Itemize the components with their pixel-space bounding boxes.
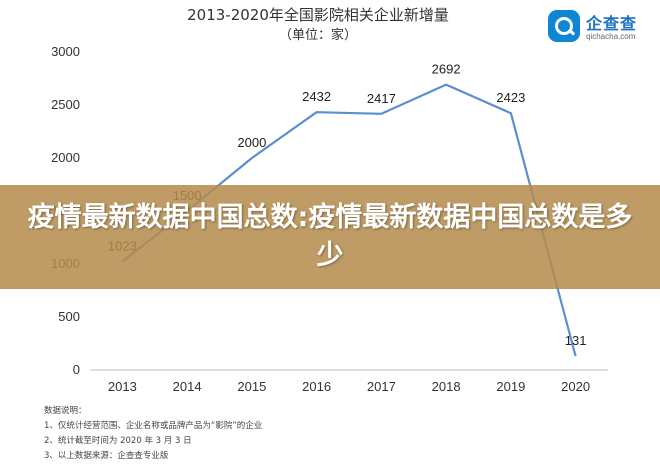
logo-name: 企查查 <box>586 14 638 33</box>
data-label: 2423 <box>496 90 525 105</box>
logo-url: qichacha.com <box>586 32 636 41</box>
headline-text: 疫情最新数据中国总数:疫情最新数据中国总数是多少 <box>27 202 633 271</box>
x-tick-label: 2019 <box>496 379 525 394</box>
data-notes: 数据说明： 1、仅统计经营范围、企业名称或品牌产品为“影院”的企业 2、统计截至… <box>44 404 262 464</box>
x-tick-label: 2018 <box>432 379 461 394</box>
note-item: 1、仅统计经营范围、企业名称或品牌产品为“影院”的企业 <box>44 421 263 431</box>
chart-subtitle: （单位：家） <box>279 27 357 43</box>
x-tick-label: 2015 <box>237 379 266 394</box>
data-label: 2432 <box>302 89 331 104</box>
note-item: 2、统计截至时间为 2020 年 3 月 3 日 <box>44 436 192 446</box>
y-tick-label: 500 <box>58 309 80 324</box>
y-tick-label: 2500 <box>51 97 80 112</box>
notes-heading: 数据说明： <box>44 406 87 416</box>
y-tick-label: 0 <box>73 362 80 377</box>
qichacha-logo: 企查查 qichacha.com <box>548 8 652 46</box>
magnifier-icon <box>548 10 580 42</box>
data-label: 2000 <box>237 135 266 150</box>
y-tick-label: 3000 <box>51 44 80 59</box>
data-label: 131 <box>565 333 587 348</box>
data-label: 2692 <box>432 62 461 77</box>
x-tick-label: 2016 <box>302 379 331 394</box>
headline-banner: 疫情最新数据中国总数:疫情最新数据中国总数是多少 <box>0 185 660 289</box>
x-tick-label: 2014 <box>173 379 202 394</box>
y-tick-label: 2000 <box>51 150 80 165</box>
x-tick-label: 2013 <box>108 379 137 394</box>
note-item: 3、以上数据来源：企查查专业版 <box>44 451 169 461</box>
x-tick-label: 2017 <box>367 379 396 394</box>
x-tick-label: 2020 <box>561 379 590 394</box>
chart-title: 2013-2020年全国影院相关企业新增量 <box>187 6 449 24</box>
data-label: 2417 <box>367 91 396 106</box>
